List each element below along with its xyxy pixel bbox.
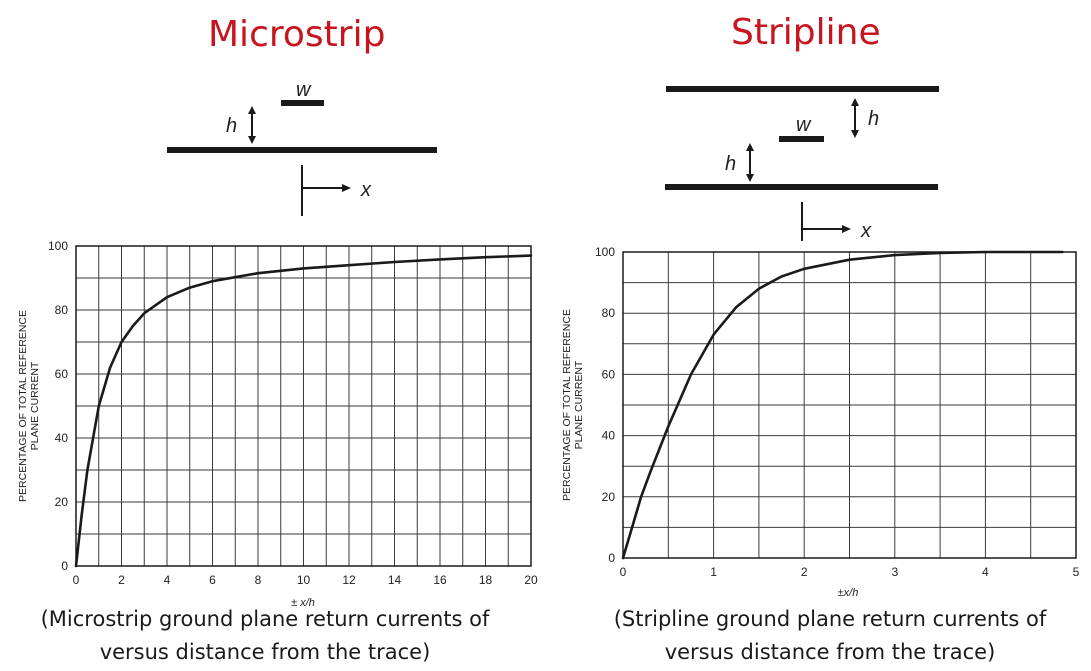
- x-tick-label: 12: [342, 573, 356, 587]
- plot-frame: [75, 245, 532, 567]
- x-tick-label: 4: [982, 565, 989, 579]
- microstrip-ground-plane: [167, 147, 437, 153]
- x-tick-label: 10: [297, 573, 311, 587]
- x-tick-label: 3: [891, 565, 898, 579]
- microstrip-trace: [281, 100, 324, 106]
- y-tick-label: 80: [602, 306, 616, 320]
- y-axis-label-line: PERCENTAGE OF TOTAL REFERENCE: [17, 310, 29, 502]
- microstrip-current-chart: 0 2 4 6 8 10 12 14 16 18 20 0 20 40 60 80 100 ± x/h PERCEN…: [17, 239, 538, 609]
- x-tick-label: 2: [118, 573, 125, 587]
- y-tick-label: 20: [55, 495, 69, 509]
- stripline-h-arrow-top: [851, 98, 859, 138]
- stripline-caption-line2: versus distance from the trace): [664, 640, 996, 664]
- x-tick-label: 4: [164, 573, 171, 587]
- microstrip-h-arrow: [248, 106, 256, 144]
- plot-frame: [622, 251, 1077, 559]
- y-tick-label: 20: [602, 490, 616, 504]
- y-tick-label: 100: [595, 245, 615, 259]
- y-tick-label: 100: [48, 239, 68, 253]
- stripline-x-axis-marker: [801, 202, 851, 241]
- microstrip-h-label: h: [226, 115, 237, 137]
- y-tick-label: 60: [602, 367, 616, 381]
- series-line: [621, 250, 1064, 560]
- x-tick-label: 18: [479, 573, 493, 587]
- stripline-caption: (Stripline ground plane return currents …: [570, 603, 1090, 669]
- x-tick-label: 0: [620, 565, 627, 579]
- microstrip-title: Microstrip: [208, 14, 386, 55]
- microstrip-x-label: x: [360, 179, 372, 201]
- x-tick-label: 0: [73, 573, 80, 587]
- stripline-diagram: w h h x: [665, 86, 939, 242]
- microstrip-caption: (Microstrip ground plane return currents…: [0, 603, 530, 669]
- microstrip-caption-line1: (Microstrip ground plane return currents…: [40, 607, 490, 631]
- microstrip-x-axis-marker: [301, 165, 351, 216]
- stripline-trace: [779, 136, 824, 142]
- x-axis-label: ± x/h: [291, 597, 315, 609]
- stripline-h-label-bottom: h: [725, 153, 736, 175]
- y-tick-label: 80: [55, 303, 69, 317]
- x-tick-label: 8: [255, 573, 262, 587]
- x-tick-label: 20: [524, 573, 538, 587]
- stripline-h-label-top: h: [868, 108, 879, 130]
- x-tick-label: 16: [433, 573, 447, 587]
- y-tick-label: 40: [602, 429, 616, 443]
- stripline-w-label: w: [796, 114, 812, 136]
- y-axis-label-line: PERCENTAGE OF TOTAL REFERENCE: [561, 309, 573, 501]
- y-tick-label: 60: [55, 367, 69, 381]
- y-axis-label: PERCENTAGE OF TOTAL REFERENCEPLANE CURRE…: [561, 309, 585, 501]
- stripline-h-arrow-bottom: [746, 143, 754, 182]
- y-tick-label: 0: [61, 559, 68, 573]
- microstrip-diagram: w h x: [167, 79, 437, 216]
- x-tick-label: 1: [710, 565, 717, 579]
- stripline-bottom-plane: [665, 184, 938, 190]
- stripline-top-plane: [666, 86, 939, 92]
- x-tick-label: 5: [1073, 565, 1080, 579]
- y-axis-label: PERCENTAGE OF TOTAL REFERENCEPLANE CURRE…: [17, 310, 41, 502]
- x-tick-label: 14: [388, 573, 402, 587]
- y-axis-label-line: PLANE CURRENT: [29, 361, 41, 450]
- x-tick-label: 6: [209, 573, 216, 587]
- stripline-caption-line1: (Stripline ground plane return currents …: [613, 607, 1047, 631]
- y-tick-label: 40: [55, 431, 69, 445]
- x-axis-label: ±x/h: [838, 587, 859, 599]
- y-axis-label-line: PLANE CURRENT: [573, 360, 585, 449]
- stripline-current-chart: 0 1 2 3 4 5 0 20 40 60 80 100 ±x/h PERCENTAGE OF TOTA…: [561, 245, 1080, 599]
- x-tick-label: 2: [801, 565, 808, 579]
- y-tick-label: 0: [608, 551, 615, 565]
- stripline-title: Stripline: [731, 12, 881, 53]
- microstrip-caption-line2: versus distance from the trace): [99, 640, 431, 664]
- microstrip-w-label: w: [296, 79, 312, 101]
- stripline-x-label: x: [860, 220, 872, 242]
- series-line: [74, 254, 533, 568]
